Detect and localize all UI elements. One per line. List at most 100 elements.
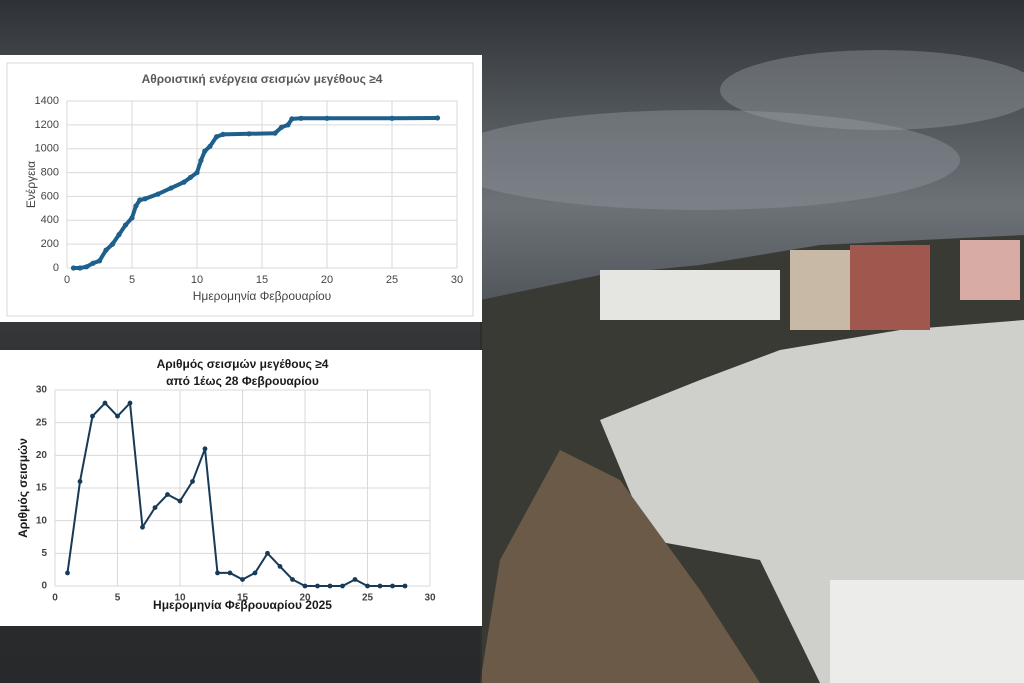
data-point [109, 241, 116, 247]
data-point [115, 413, 120, 419]
data-point [181, 179, 187, 185]
data-point [290, 577, 295, 582]
data-point [227, 570, 233, 576]
chart-subtitle: από 1έως 28 Φεβρουαρίου [166, 374, 319, 388]
data-point [70, 265, 77, 271]
data-point [390, 583, 395, 589]
y-tick-label: 1000 [35, 143, 59, 155]
data-point [277, 564, 283, 569]
y-tick-label: 200 [41, 238, 59, 250]
y-tick-label: 10 [36, 515, 48, 526]
x-tick-label: 20 [299, 593, 311, 604]
data-point [137, 197, 143, 203]
data-point [129, 215, 135, 221]
y-tick-label: 0 [53, 262, 59, 274]
x-tick-label: 20 [321, 274, 333, 286]
data-point [298, 115, 304, 121]
data-point [289, 116, 295, 122]
chart-panel [0, 55, 482, 322]
data-point [140, 524, 145, 530]
y-axis-label: Αριθμός σεισμών [16, 438, 30, 538]
x-tick-label: 10 [174, 593, 186, 604]
data-point [90, 260, 96, 266]
x-tick-label: 30 [424, 593, 436, 604]
charts: Αθροιστική ενέργεια σεισμών μεγέθους ≥4 0… [16, 72, 463, 612]
x-axis-label: Ημερομηνία Φεβρουαρίου [193, 289, 332, 303]
data-point [83, 264, 90, 270]
data-point [127, 400, 133, 406]
data-point [102, 400, 108, 406]
data-point [402, 583, 408, 589]
data-point [252, 570, 258, 576]
data-point [194, 169, 200, 176]
data-point [165, 492, 170, 497]
data-point [278, 124, 285, 130]
y-tick-label: 15 [36, 483, 48, 494]
x-tick-label: 25 [386, 274, 398, 286]
x-tick-label: 10 [191, 274, 203, 286]
x-tick-label: 0 [52, 593, 58, 604]
x-axis-label: Ημερομηνία Φεβρουαρίου 2025 [153, 598, 332, 612]
y-tick-label: 20 [36, 450, 48, 461]
y-tick-label: 1200 [35, 119, 59, 131]
data-point [434, 115, 441, 121]
y-tick-label: 400 [41, 214, 59, 226]
data-point [340, 583, 345, 589]
series-line [66, 400, 405, 587]
data-point [215, 570, 220, 576]
data-point [133, 203, 139, 209]
data-point [116, 232, 122, 238]
x-tick-label: 5 [129, 274, 135, 286]
y-tick-label: 600 [41, 190, 59, 202]
data-point [272, 130, 278, 136]
data-point [96, 258, 103, 264]
data-point [207, 143, 213, 149]
data-point [65, 570, 70, 576]
data-point [315, 583, 320, 589]
data-point [246, 131, 252, 137]
data-point [190, 479, 195, 484]
data-point [389, 115, 395, 121]
y-tick-label: 0 [41, 581, 47, 592]
data-point [152, 505, 158, 510]
data-point [77, 479, 83, 484]
chart-title: Αθροιστική ενέργεια σεισμών μεγέθους ≥4 [142, 72, 383, 86]
data-point [220, 131, 226, 137]
y-tick-label: 30 [36, 385, 48, 396]
data-point [177, 498, 183, 504]
data-point [142, 196, 148, 202]
y-tick-label: 1400 [35, 95, 59, 107]
data-point [187, 174, 194, 180]
y-tick-label: 800 [41, 166, 59, 178]
data-point [168, 185, 174, 191]
data-point [90, 413, 95, 419]
data-point [155, 191, 161, 197]
data-point [265, 550, 270, 556]
data-point [202, 148, 208, 154]
y-tick-label: 25 [36, 417, 48, 428]
data-point [213, 134, 220, 140]
chart-title: Αριθμός σεισμών μεγέθους ≥4 [157, 357, 329, 371]
data-point [240, 577, 245, 582]
data-point [365, 583, 370, 589]
data-point [352, 577, 358, 582]
data-point [77, 265, 83, 271]
data-point [122, 222, 129, 228]
x-tick-label: 30 [451, 274, 463, 286]
x-tick-label: 5 [115, 593, 121, 604]
x-tick-label: 15 [256, 274, 268, 286]
x-tick-label: 25 [362, 593, 374, 604]
y-axis-label: Ενέργεια [24, 161, 38, 208]
data-point [324, 115, 330, 121]
data-point [198, 158, 204, 164]
data-point [285, 122, 291, 128]
data-point [302, 583, 308, 589]
data-point [377, 583, 383, 589]
data-point [202, 446, 208, 452]
x-tick-label: 15 [237, 593, 249, 604]
data-point [103, 247, 109, 253]
chart-border [6, 62, 474, 317]
y-tick-label: 5 [41, 548, 47, 559]
data-point [327, 583, 333, 589]
